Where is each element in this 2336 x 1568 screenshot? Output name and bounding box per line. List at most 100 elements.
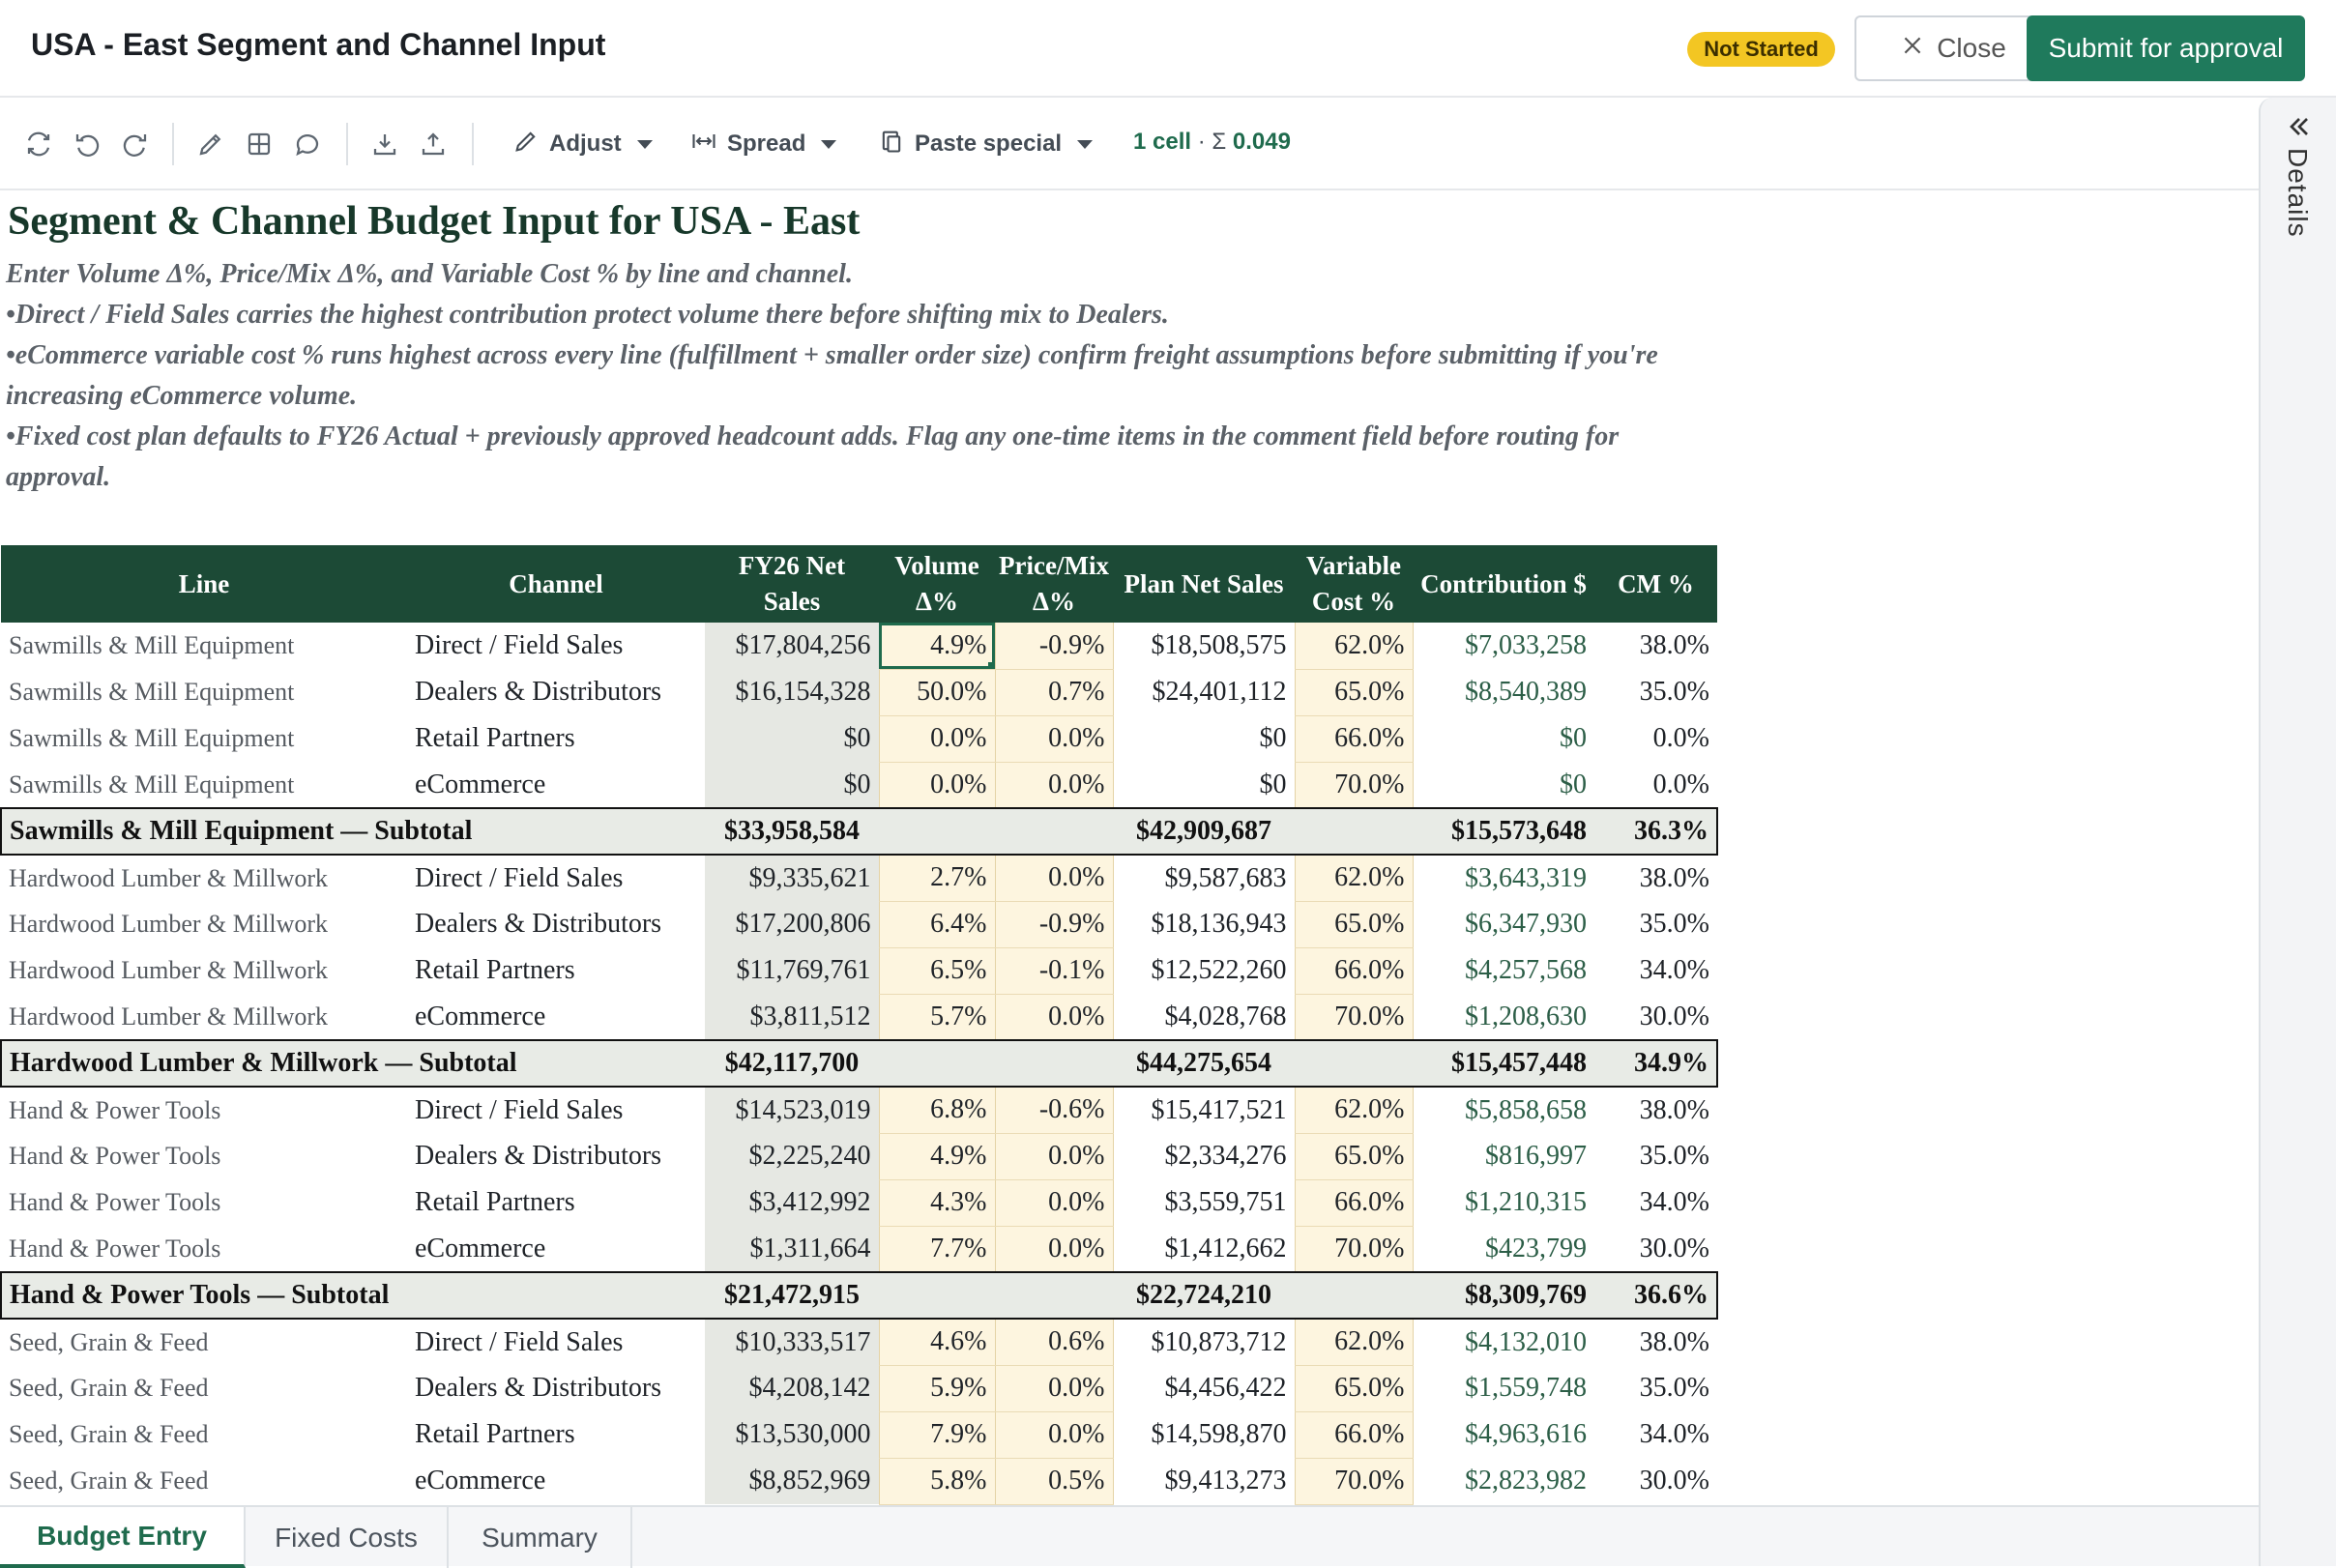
price-mix-input-cell[interactable]: 0.0% [994, 1365, 1114, 1412]
price-mix-input-cell[interactable]: 0.0% [994, 855, 1114, 902]
cm-cell: 34.0% [1639, 955, 1709, 985]
caret-down-icon [636, 139, 653, 149]
upload-icon[interactable] [416, 127, 451, 161]
tab-fixed-costs[interactable]: Fixed Costs [246, 1507, 449, 1568]
price-mix-input-cell[interactable]: -0.9% [994, 901, 1114, 948]
price-mix-input-cell[interactable]: 0.7% [994, 669, 1114, 716]
table-row: Hardwood Lumber & Millwork Retail Partner… [1, 947, 1717, 995]
adjust-menu-label: Adjust [549, 131, 622, 157]
price-mix-input-cell[interactable]: -0.6% [994, 1087, 1114, 1134]
volume-input-cell[interactable]: 6.4% [878, 901, 996, 948]
volume-input-cell[interactable]: 7.7% [878, 1226, 996, 1273]
fy26-net-sales-cell: $13,530,000 [705, 1411, 879, 1458]
price-mix-input-cell[interactable]: 0.5% [994, 1458, 1114, 1505]
redo-icon[interactable] [118, 127, 153, 161]
price-mix-input-cell[interactable]: 0.0% [994, 1133, 1114, 1180]
budget-table: Line Channel FY26 Net Sales Volume Δ% Pr… [0, 545, 1718, 1505]
refresh-icon[interactable] [21, 127, 56, 161]
volume-input-cell[interactable]: 0.0% [878, 762, 996, 809]
price-mix-input-cell[interactable]: -0.9% [994, 623, 1114, 670]
details-panel-toggle[interactable]: Details [2259, 98, 2336, 1566]
volume-input-cell[interactable]: 4.6% [878, 1319, 996, 1366]
subtotal-plan-net-sales: $44,275,654 [1113, 1039, 1295, 1088]
grid-icon[interactable] [242, 127, 277, 161]
spread-menu[interactable]: Spread [690, 125, 837, 163]
comment-icon[interactable] [290, 127, 325, 161]
volume-input-cell[interactable]: 2.7% [878, 855, 996, 902]
price-mix-input-cell[interactable]: 0.0% [994, 762, 1114, 809]
price-mix-input-cell[interactable]: -0.1% [994, 947, 1114, 995]
variable-cost-input-cell[interactable]: 65.0% [1294, 669, 1414, 716]
price-mix-input-cell[interactable]: 0.0% [994, 715, 1114, 763]
variable-cost-input-cell[interactable]: 62.0% [1294, 855, 1414, 902]
volume-input-cell[interactable]: 5.7% [878, 994, 996, 1041]
subtotal-blank-cell [1295, 1039, 1413, 1088]
volume-input-cell[interactable]: 0.0% [878, 715, 996, 763]
volume-input-cell[interactable]: 7.9% [878, 1411, 996, 1459]
variable-cost-input-cell[interactable]: 66.0% [1294, 1411, 1414, 1459]
plan-net-sales-cell: $24,401,112 [1152, 677, 1287, 707]
volume-input-cell[interactable]: 6.5% [878, 947, 996, 995]
variable-cost-input-cell[interactable]: 62.0% [1294, 1087, 1414, 1134]
variable-cost-input-cell[interactable]: 70.0% [1294, 1458, 1414, 1505]
line-cell: Hardwood Lumber & Millwork [9, 956, 329, 984]
variable-cost-input-cell[interactable]: 65.0% [1294, 901, 1414, 948]
undo-icon[interactable] [70, 127, 104, 161]
volume-input-cell[interactable]: 4.9% [878, 1133, 996, 1180]
cm-cell: 34.0% [1639, 1419, 1709, 1449]
volume-input-cell[interactable]: 5.9% [878, 1365, 996, 1412]
volume-input-cell[interactable]: 4.9% [878, 623, 996, 670]
toolbar: Adjust Spread Paste special [0, 98, 2259, 190]
variable-cost-input-cell[interactable]: 65.0% [1294, 1365, 1414, 1412]
close-button[interactable]: Close [1854, 15, 2052, 81]
line-cell: Sawmills & Mill Equipment [9, 678, 295, 706]
close-button-label: Close [1937, 33, 2006, 63]
price-mix-input-cell[interactable]: 0.0% [994, 994, 1114, 1041]
price-mix-input-cell[interactable]: 0.6% [994, 1319, 1114, 1366]
download-icon[interactable] [367, 127, 402, 161]
price-mix-input-cell[interactable]: 0.0% [994, 1411, 1114, 1459]
caret-down-icon [821, 139, 837, 149]
submit-for-approval-button[interactable]: Submit for approval [2027, 15, 2305, 81]
cm-cell: 38.0% [1639, 1094, 1709, 1125]
variable-cost-input-cell[interactable]: 70.0% [1294, 762, 1414, 809]
channel-cell: Direct / Field Sales [415, 1326, 624, 1357]
caret-down-icon [1077, 139, 1094, 149]
table-row: Seed, Grain & Feed eCommerce $8,852,969 5.8… [1, 1458, 1717, 1505]
variable-cost-input-cell[interactable]: 62.0% [1294, 623, 1414, 670]
price-mix-input-cell[interactable]: 0.0% [994, 1226, 1114, 1273]
plan-net-sales-cell: $0 [1259, 769, 1287, 799]
contribution-cell: $816,997 [1485, 1141, 1587, 1171]
volume-input-cell[interactable]: 5.8% [878, 1458, 996, 1505]
volume-input-cell[interactable]: 4.3% [878, 1179, 996, 1227]
variable-cost-input-cell[interactable]: 70.0% [1294, 994, 1414, 1041]
tab-budget-entry[interactable]: Budget Entry [0, 1507, 246, 1568]
volume-input-cell[interactable]: 50.0% [878, 669, 996, 716]
line-cell: Seed, Grain & Feed [9, 1420, 209, 1448]
adjust-menu[interactable]: Adjust [512, 125, 653, 163]
variable-cost-input-cell[interactable]: 70.0% [1294, 1226, 1414, 1273]
selection-summary: 1 cell · Σ 0.049 [1133, 129, 1291, 156]
price-mix-input-cell[interactable]: 0.0% [994, 1179, 1114, 1227]
variable-cost-input-cell[interactable]: 62.0% [1294, 1319, 1414, 1366]
fy26-net-sales-cell: $10,333,517 [705, 1319, 879, 1365]
channel-cell: Dealers & Distributors [415, 1373, 662, 1403]
subtotal-blank-cell [995, 1039, 1113, 1088]
variable-cost-input-cell[interactable]: 65.0% [1294, 1133, 1414, 1180]
line-cell: Hardwood Lumber & Millwork [9, 1002, 329, 1031]
variable-cost-input-cell[interactable]: 66.0% [1294, 947, 1414, 995]
sheet-title: Segment & Channel Budget Input for USA -… [8, 199, 861, 244]
fy26-net-sales-cell: $17,200,806 [705, 901, 879, 947]
status-badge: Not Started [1687, 32, 1835, 67]
variable-cost-input-cell[interactable]: 66.0% [1294, 715, 1414, 763]
subtotal-contribution: $8,309,769 [1413, 1271, 1594, 1320]
variable-cost-input-cell[interactable]: 66.0% [1294, 1179, 1414, 1227]
fy26-net-sales-cell: $0 [705, 762, 879, 808]
line-cell: Sawmills & Mill Equipment [9, 769, 295, 799]
tab-summary[interactable]: Summary [449, 1507, 632, 1568]
pen-icon[interactable] [193, 127, 228, 161]
contribution-cell: $4,963,616 [1465, 1419, 1587, 1449]
cm-cell: 35.0% [1639, 677, 1709, 707]
volume-input-cell[interactable]: 6.8% [878, 1087, 996, 1134]
paste-special-menu[interactable]: Paste special [878, 125, 1094, 163]
